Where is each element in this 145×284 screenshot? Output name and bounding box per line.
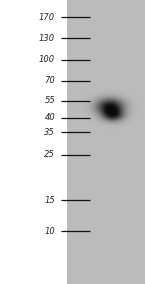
Text: 35: 35 [44, 128, 55, 137]
Text: 100: 100 [39, 55, 55, 64]
Text: 10: 10 [44, 227, 55, 236]
Text: 70: 70 [44, 76, 55, 85]
Text: 25: 25 [44, 150, 55, 159]
Text: 15: 15 [44, 196, 55, 205]
FancyBboxPatch shape [0, 0, 67, 284]
Text: 130: 130 [39, 34, 55, 43]
Text: 55: 55 [44, 96, 55, 105]
Text: 170: 170 [39, 12, 55, 22]
FancyBboxPatch shape [67, 0, 145, 284]
Text: 40: 40 [44, 113, 55, 122]
